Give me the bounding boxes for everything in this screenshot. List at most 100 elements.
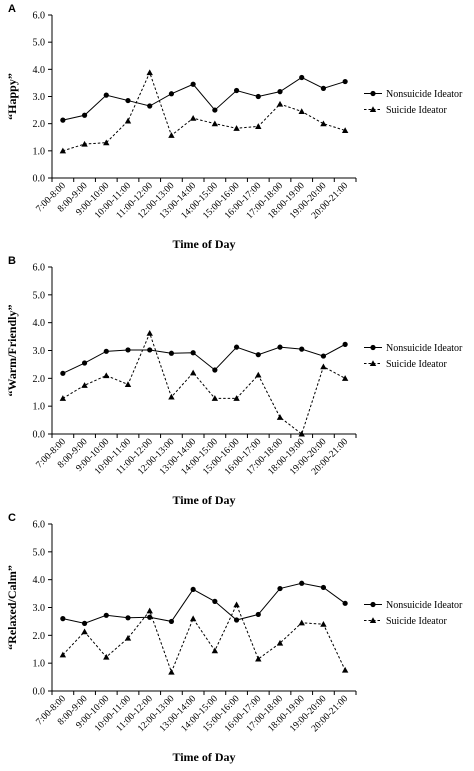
data-point — [146, 607, 153, 614]
data-point — [189, 615, 197, 622]
data-point — [103, 372, 110, 379]
legend-marker — [370, 90, 376, 97]
y-tick-label: 0.0 — [33, 430, 46, 441]
legend-label: Nonsuicide Ideator — [386, 343, 463, 354]
data-point — [81, 140, 88, 147]
legend-marker — [369, 360, 377, 367]
legend-label: Nonsuicide Ideator — [386, 89, 463, 100]
legend-marker — [370, 601, 376, 608]
data-point — [212, 598, 218, 604]
data-point — [103, 348, 109, 354]
series-line — [62, 331, 346, 435]
y-axis-title: “Relaxed/Calm” — [5, 565, 19, 650]
y-tick-label: 0.0 — [33, 687, 46, 698]
data-point — [342, 600, 348, 606]
series-line — [62, 76, 346, 121]
data-point — [276, 639, 284, 646]
data-point — [59, 395, 67, 401]
y-tick-label: 1.0 — [33, 402, 46, 413]
y-tick-label: 4.0 — [33, 318, 46, 329]
data-point — [299, 346, 305, 352]
data-point — [81, 382, 88, 388]
series-suicide-ideator — [59, 330, 349, 437]
data-point — [59, 651, 67, 658]
data-point — [341, 666, 349, 673]
panel-label: C — [8, 512, 16, 524]
legend-entry: Nonsuicide Ideator — [364, 343, 463, 354]
panel-label: A — [8, 3, 16, 15]
data-point — [298, 430, 305, 437]
legend-marker — [369, 106, 377, 113]
data-point — [277, 89, 283, 95]
data-point — [255, 123, 262, 129]
data-point — [190, 350, 196, 356]
data-point — [211, 395, 219, 401]
data-point — [255, 611, 261, 618]
legend-entry: Suicide Ideator — [364, 105, 447, 116]
data-point — [189, 115, 197, 121]
data-point — [341, 127, 349, 134]
y-tick-label: 4.0 — [33, 65, 46, 76]
data-point — [60, 117, 66, 123]
series-line — [62, 582, 346, 624]
y-tick-label: 1.0 — [33, 659, 46, 670]
legend-marker — [370, 344, 376, 351]
data-point — [255, 93, 261, 100]
legend-entry: Suicide Ideator — [364, 616, 447, 627]
data-point — [125, 97, 131, 104]
data-point — [255, 655, 262, 662]
series-nonsuicide-ideator — [60, 341, 348, 376]
data-point — [233, 617, 240, 623]
series-suicide-ideator — [59, 601, 349, 675]
series-line — [62, 71, 346, 152]
data-point — [299, 74, 305, 81]
data-point — [233, 87, 240, 94]
data-point — [60, 370, 66, 376]
legend-entry: Nonsuicide Ideator — [364, 89, 463, 100]
data-point — [125, 347, 131, 353]
data-point — [276, 414, 284, 420]
data-point — [298, 108, 305, 115]
data-point — [146, 330, 153, 336]
data-point — [320, 363, 327, 370]
x-axis-title: Time of Day — [172, 750, 235, 764]
series-line — [62, 603, 346, 674]
data-point — [168, 91, 175, 97]
legend-label: Suicide Ideator — [386, 616, 447, 627]
data-point — [168, 132, 175, 138]
data-point — [81, 360, 88, 366]
y-tick-label: 4.0 — [33, 575, 46, 586]
data-point — [147, 103, 153, 109]
y-tick-label: 2.0 — [33, 631, 46, 642]
series-suicide-ideator — [59, 69, 349, 154]
data-point — [255, 352, 261, 358]
series-line — [62, 343, 346, 374]
data-point — [276, 100, 284, 107]
data-point — [211, 647, 219, 654]
data-point — [233, 395, 240, 401]
data-point — [320, 85, 327, 91]
y-tick-label: 6.0 — [33, 520, 46, 531]
y-axis-title: “Happy” — [5, 73, 19, 120]
data-point — [147, 347, 153, 353]
data-point — [81, 628, 88, 635]
y-tick-label: 2.0 — [33, 374, 46, 385]
chart-panel-c: C0.01.02.03.04.05.06.07:00-8:008:00-9:00… — [5, 512, 463, 764]
data-point — [146, 69, 153, 76]
data-point — [233, 344, 240, 350]
y-tick-label: 5.0 — [33, 290, 46, 301]
data-point — [59, 147, 67, 154]
data-point — [103, 92, 109, 98]
data-point — [320, 621, 327, 627]
data-point — [233, 601, 240, 608]
data-point — [103, 139, 110, 146]
y-tick-label: 3.0 — [33, 92, 46, 103]
data-point — [320, 120, 327, 127]
data-point — [212, 107, 218, 113]
data-point — [168, 668, 175, 675]
data-point — [103, 653, 110, 660]
data-point — [299, 580, 305, 586]
data-point — [277, 585, 283, 592]
y-tick-label: 2.0 — [33, 119, 46, 130]
